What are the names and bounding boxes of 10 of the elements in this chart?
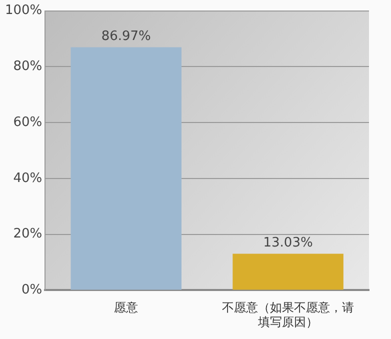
y-tick-label: 0% xyxy=(22,282,42,298)
y-tick-label: 20% xyxy=(13,226,42,242)
y-tick-label: 100% xyxy=(4,3,42,18)
x-tick-label: 愿意 xyxy=(114,300,138,315)
y-tick-label: 60% xyxy=(13,114,42,130)
x-tick-label: 不愿意（如果不愿意，请填写原因） xyxy=(222,300,354,329)
data-label: 86.97% xyxy=(101,29,151,44)
data-label: 13.03% xyxy=(263,236,313,251)
y-tick-label: 40% xyxy=(13,170,42,186)
y-tick-label: 80% xyxy=(13,59,42,74)
